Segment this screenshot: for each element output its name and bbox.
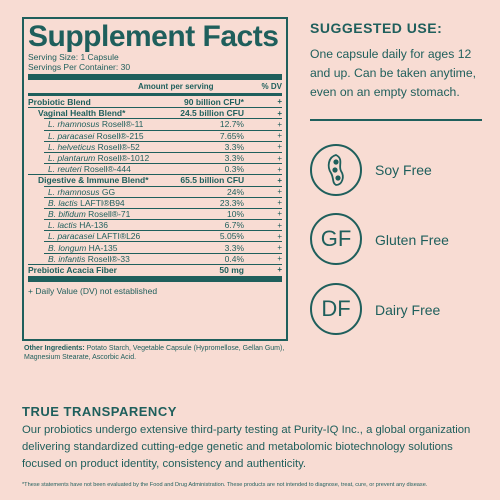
dv-header: % DV — [261, 82, 282, 91]
facts-column-header: Amount per serving % DV — [28, 80, 282, 93]
table-row: L. plantarum Rosell®-1012 3.3% + — [28, 151, 282, 163]
soybean-icon — [327, 154, 344, 186]
divider — [310, 119, 482, 121]
gf-icon: GF — [320, 226, 352, 251]
divider-thick-bottom — [28, 276, 282, 282]
soy-free-label: Soy Free — [375, 162, 432, 178]
table-row: L. reuteri Rosell®-444 0.3% + — [28, 163, 282, 174]
soy-free-badge — [310, 144, 362, 196]
divider-thick — [28, 74, 282, 80]
df-icon: DF — [321, 296, 351, 321]
gluten-free-label: Gluten Free — [375, 232, 449, 248]
suggested-use-text: One capsule daily for ages 12 and up. Ca… — [310, 47, 476, 99]
dv-footnote: + Daily Value (DV) not established — [28, 286, 158, 296]
table-row: B. infantis Rosell®-33 0.4% + — [28, 252, 282, 264]
table-row: Prebiotic Acacia Fiber 50 mg + — [28, 263, 282, 275]
dairy-free-badge: DF — [310, 283, 362, 335]
transparency-body: Our probiotics undergo extensive third-p… — [22, 424, 471, 470]
gluten-free-badge: GF — [310, 213, 362, 265]
table-row: L. paracasei LAFTI®L26 5.05% + — [28, 230, 282, 241]
fda-disclaimer: *These statements have not been evaluate… — [22, 482, 428, 488]
table-row: B. longum HA-135 3.3% + — [28, 241, 282, 253]
table-row: L. lactis HA-136 6.7% + — [28, 219, 282, 230]
table-row: L. paracasei Rosell®-215 7.65% + — [28, 129, 282, 141]
table-row: Vaginal Health Blend* 24.5 billion CFU + — [28, 107, 282, 118]
supplement-facts-panel: Supplement Facts Serving Size: 1 Capsule… — [22, 17, 288, 341]
suggested-use-title: SUGGESTED USE: — [310, 20, 443, 36]
divider-medium — [28, 93, 282, 96]
facts-title: Supplement Facts — [28, 20, 279, 53]
amount-header: Amount per serving — [138, 82, 214, 91]
dairy-free-label: Dairy Free — [375, 302, 441, 318]
servings-per-container: Servings Per Container: 30 — [28, 62, 131, 72]
other-ingredients: Other Ingredients: Potato Starch, Vegeta… — [24, 345, 285, 361]
table-row: L. helveticus Rosell®-52 3.3% + — [28, 140, 282, 152]
table-row: Digestive & Immune Blend* 65.5 billion C… — [28, 174, 282, 185]
table-row: B. bifidum Rosell®-71 10% + — [28, 207, 282, 219]
transparency-title: TRUE TRANSPARENCY — [22, 404, 177, 419]
table-row: L. rhamnosus Rosell®-11 12.7% + — [28, 118, 282, 129]
table-row: B. lactis LAFTI®B94 23.3% + — [28, 196, 282, 208]
table-row: Probiotic Blend 90 billion CFU* + — [28, 96, 282, 107]
table-row: L. rhamnosus GG 24% + — [28, 185, 282, 197]
serving-size: Serving Size: 1 Capsule — [28, 52, 119, 62]
